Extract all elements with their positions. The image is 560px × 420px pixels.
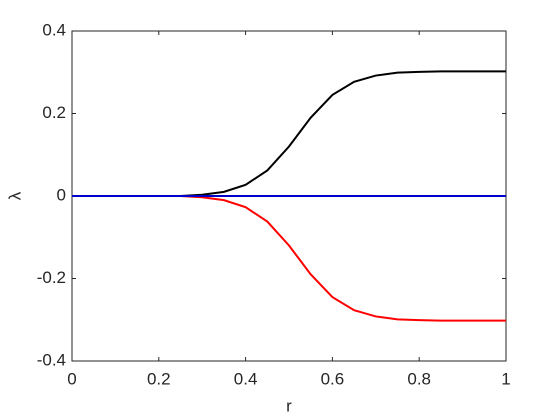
x-tick-label: 0.4 bbox=[234, 369, 258, 388]
x-axis-label: r bbox=[286, 396, 292, 415]
y-tick-label: 0 bbox=[57, 185, 66, 204]
x-tick-label: 0.8 bbox=[407, 369, 431, 388]
y-tick-label: -0.4 bbox=[37, 350, 66, 369]
x-tick-label: 0.6 bbox=[321, 369, 345, 388]
x-tick-label: 1 bbox=[501, 369, 510, 388]
y-tick-label: -0.2 bbox=[37, 268, 66, 287]
x-tick-label: 0.2 bbox=[147, 369, 171, 388]
x-tick-label: 0 bbox=[67, 369, 76, 388]
y-tick-label: 0.2 bbox=[42, 103, 66, 122]
y-tick-label: 0.4 bbox=[42, 20, 66, 39]
y-axis-label: λ bbox=[5, 191, 24, 200]
